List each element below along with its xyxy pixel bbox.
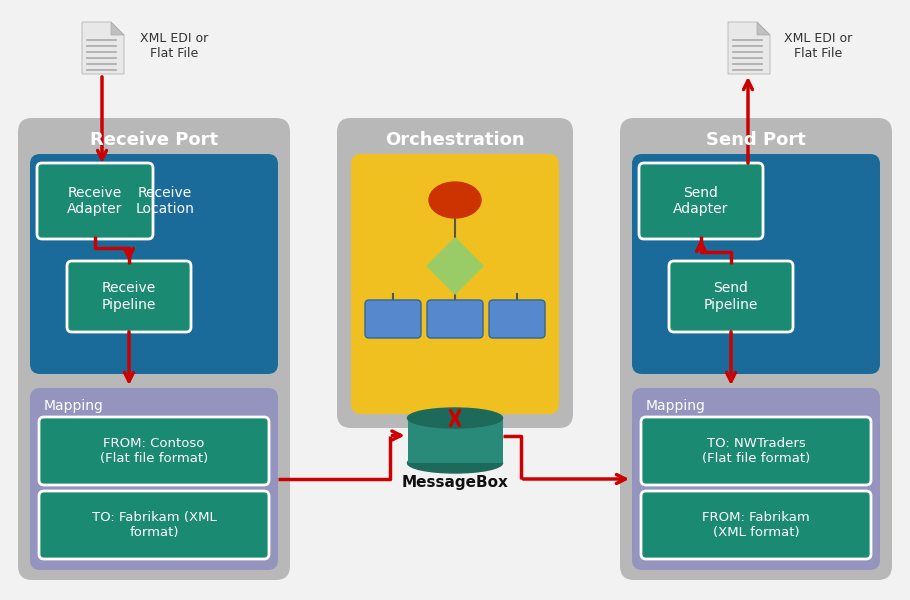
Text: Orchestration: Orchestration — [385, 131, 525, 149]
FancyBboxPatch shape — [669, 261, 793, 332]
Ellipse shape — [429, 182, 481, 218]
FancyBboxPatch shape — [30, 154, 278, 374]
Ellipse shape — [408, 408, 502, 428]
FancyBboxPatch shape — [39, 491, 269, 559]
Polygon shape — [427, 238, 483, 294]
Polygon shape — [111, 22, 124, 35]
FancyBboxPatch shape — [641, 491, 871, 559]
Text: Receive
Location: Receive Location — [136, 186, 195, 216]
FancyBboxPatch shape — [632, 388, 880, 570]
FancyBboxPatch shape — [641, 417, 871, 485]
FancyBboxPatch shape — [67, 261, 191, 332]
Text: XML EDI or
Flat File: XML EDI or Flat File — [784, 32, 853, 60]
FancyBboxPatch shape — [365, 300, 421, 338]
Text: TO: NWTraders
(Flat file format): TO: NWTraders (Flat file format) — [702, 437, 810, 465]
Text: Mapping: Mapping — [646, 399, 706, 413]
Text: FROM: Fabrikam
(XML format): FROM: Fabrikam (XML format) — [703, 511, 810, 539]
FancyBboxPatch shape — [489, 300, 545, 338]
Text: FROM: Contoso
(Flat file format): FROM: Contoso (Flat file format) — [100, 437, 208, 465]
Text: Send
Adapter: Send Adapter — [673, 186, 729, 216]
FancyBboxPatch shape — [37, 163, 153, 239]
FancyBboxPatch shape — [337, 118, 573, 428]
Ellipse shape — [408, 453, 502, 473]
Text: Mapping: Mapping — [44, 399, 104, 413]
FancyBboxPatch shape — [620, 118, 892, 580]
Text: Send Port: Send Port — [706, 131, 806, 149]
FancyBboxPatch shape — [39, 417, 269, 485]
FancyBboxPatch shape — [351, 154, 559, 414]
Text: Send
Pipeline: Send Pipeline — [703, 281, 758, 311]
Text: TO: Fabrikam (XML
format): TO: Fabrikam (XML format) — [92, 511, 217, 539]
Polygon shape — [82, 22, 124, 74]
Polygon shape — [728, 22, 770, 74]
Bar — [408, 418, 502, 463]
Text: XML EDI or
Flat File: XML EDI or Flat File — [140, 32, 208, 60]
Text: Receive
Adapter: Receive Adapter — [67, 186, 123, 216]
Text: Receive Port: Receive Port — [90, 131, 218, 149]
FancyBboxPatch shape — [30, 388, 278, 570]
FancyBboxPatch shape — [427, 300, 483, 338]
FancyBboxPatch shape — [18, 118, 290, 580]
Polygon shape — [757, 22, 770, 35]
Text: Receive
Pipeline: Receive Pipeline — [102, 281, 157, 311]
FancyBboxPatch shape — [632, 154, 880, 374]
Text: MessageBox: MessageBox — [401, 475, 509, 491]
FancyBboxPatch shape — [639, 163, 763, 239]
